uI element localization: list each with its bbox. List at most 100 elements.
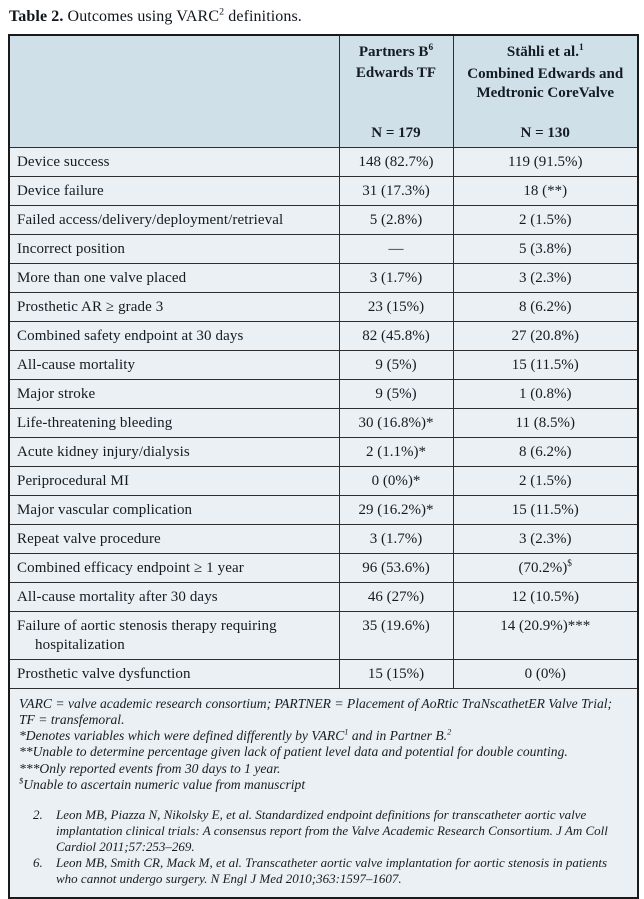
row-value-partners: 82 (45.8%): [338, 321, 454, 351]
row-value-stahli: 2 (1.5%): [452, 205, 639, 235]
row-value-stahli: 0 (0%): [452, 658, 639, 689]
row-value-partners: 3 (1.7%): [338, 263, 454, 293]
row-value-stahli: 15 (11.5%): [452, 495, 639, 525]
row-value-partners: 5 (2.8%): [338, 205, 454, 235]
row-value-stahli: 3 (2.3%): [452, 263, 639, 293]
footnote-line: ***Only reported events from 30 days to …: [19, 760, 281, 776]
table-row: Combined efficacy endpoint ≥ 1 year 96 (5…: [8, 553, 639, 583]
table-header: Partners B6 Edwards TF N = 179 Stähli et…: [8, 34, 639, 148]
row-value-stahli: 18 (**): [452, 176, 639, 206]
row-label: Major vascular complication: [8, 495, 340, 525]
header-col-stahli: Stähli et al.1 Combined Edwards and Medt…: [452, 34, 639, 148]
row-value-partners: 35 (19.6%): [338, 611, 454, 660]
header-stahli-device: Combined Edwards and Medtronic CoreValve: [467, 66, 624, 101]
footnote-line: *Denotes variables which were defined di…: [19, 726, 452, 744]
row-value-stahli: 11 (8.5%): [452, 408, 639, 438]
reference-number: 2.: [33, 807, 43, 823]
outcomes-rows: Device success 148 (82.7%) 119 (91.5%) Devi…: [8, 147, 639, 689]
row-value-stahli: 119 (91.5%): [452, 147, 639, 177]
row-value-partners: 15 (15%): [338, 658, 454, 689]
table-row: Failed access/delivery/deployment/retrie…: [8, 205, 639, 235]
header-row: Partners B6 Edwards TF N = 179 Stähli et…: [8, 34, 639, 148]
row-value-partners: —: [338, 234, 454, 264]
table-row: Major vascular complication 29 (16.2%)* 15…: [8, 495, 639, 525]
table-row: Device success 148 (82.7%) 119 (91.5%): [8, 147, 639, 177]
reference-item: 2. Leon MB, Piazza N, Nikolsky E, et al. …: [19, 807, 628, 855]
table-row: All-cause mortality after 30 days 46 (27%…: [8, 582, 639, 612]
row-label: Periprocedural MI: [8, 466, 340, 496]
row-value-partners: 9 (5%): [338, 350, 454, 380]
row-label: Device success: [8, 147, 340, 177]
row-value-stahli: (70.2%)$: [452, 553, 639, 583]
table-row: Combined safety endpoint at 30 days 82 (4…: [8, 321, 639, 351]
row-label: Failure of aortic stenosis therapy requi…: [8, 611, 340, 660]
row-value-stahli: 12 (10.5%): [452, 582, 639, 612]
reference-number: 6.: [33, 854, 43, 870]
row-value-stahli: 15 (11.5%): [452, 350, 639, 380]
row-label: Major stroke: [8, 379, 340, 409]
table-footer: VARC = valve academic research consortiu…: [8, 687, 639, 899]
row-value-partners: 23 (15%): [338, 292, 454, 322]
header-partners-n: N = 179: [371, 125, 421, 141]
footnotes: VARC = valve academic research consortiu…: [19, 696, 628, 794]
header-empty-cell: [8, 34, 340, 148]
row-value-partners: 2 (1.1%)*: [338, 437, 454, 467]
table-row: Failure of aortic stenosis therapy requi…: [8, 611, 639, 660]
row-label: Prosthetic AR ≥ grade 3: [8, 292, 340, 322]
reference-text: Leon MB, Piazza N, Nikolsky E, et al. St…: [56, 807, 608, 855]
table-row: Life-threatening bleeding 30 (16.8%)* 11 (…: [8, 408, 639, 438]
row-value-partners: 0 (0%)*: [338, 466, 454, 496]
header-partners-device: Edwards TF: [355, 65, 437, 81]
row-value-stahli: 1 (0.8%): [452, 379, 639, 409]
notes-cell: VARC = valve academic research consortiu…: [8, 687, 639, 899]
row-label: All-cause mortality: [8, 350, 340, 380]
row-label: Prosthetic valve dysfunction: [8, 658, 340, 689]
row-value-partners: 148 (82.7%): [338, 147, 454, 177]
table-number: Table 2.: [9, 8, 64, 25]
row-value-partners: 31 (17.3%): [338, 176, 454, 206]
row-value-stahli: 8 (6.2%): [452, 437, 639, 467]
row-label: More than one valve placed: [8, 263, 340, 293]
row-label: Life-threatening bleeding: [8, 408, 340, 438]
notes-row: VARC = valve academic research consortiu…: [8, 687, 639, 899]
row-label: Incorrect position: [8, 234, 340, 264]
row-value-partners: 3 (1.7%): [338, 524, 454, 554]
row-value-stahli: 2 (1.5%): [452, 466, 639, 496]
row-value-partners: 96 (53.6%): [338, 553, 454, 583]
references: 2. Leon MB, Piazza N, Nikolsky E, et al. …: [19, 807, 628, 886]
row-value-partners: 29 (16.2%)*: [338, 495, 454, 525]
table-title: Table 2. Outcomes using VARC2 definition…: [9, 7, 637, 26]
row-label: Acute kidney injury/dialysis: [8, 437, 340, 467]
row-label: All-cause mortality after 30 days: [8, 582, 340, 612]
footnote-line: $Unable to ascertain numeric value from …: [19, 775, 306, 793]
row-value-stahli: 14 (20.9%)***: [452, 611, 639, 660]
footnote-line: **Unable to determine percentage given l…: [19, 744, 568, 760]
row-label: Device failure: [8, 176, 340, 206]
table-row: Incorrect position —5 (3.8%): [8, 234, 639, 264]
outcomes-table: Partners B6 Edwards TF N = 179 Stähli et…: [8, 34, 639, 899]
table-row: Repeat valve procedure 3 (1.7%) 3 (2.3%): [8, 524, 639, 554]
header-partners-study: Partners B6: [358, 43, 434, 60]
footnote-line: VARC = valve academic research consortiu…: [19, 695, 613, 727]
row-value-partners: 30 (16.8%)*: [338, 408, 454, 438]
table-row: Device failure 31 (17.3%) 18 (**): [8, 176, 639, 206]
row-label: Failed access/delivery/deployment/retrie…: [8, 205, 340, 235]
row-value-partners: 46 (27%): [338, 582, 454, 612]
reference-text: Leon MB, Smith CR, Mack M, et al. Transc…: [56, 854, 608, 886]
row-label: Combined safety endpoint at 30 days: [8, 321, 340, 351]
table-row: Acute kidney injury/dialysis 2 (1.1%)* 8 (…: [8, 437, 639, 467]
table-row: Prosthetic valve dysfunction 15 (15%) 0 (0…: [8, 658, 639, 689]
header-stahli-study: Stähli et al.1: [506, 43, 584, 60]
row-value-partners: 9 (5%): [338, 379, 454, 409]
row-value-stahli: 5 (3.8%): [452, 234, 639, 264]
table-row: Periprocedural MI 0 (0%)* 2 (1.5%): [8, 466, 639, 496]
reference-item: 6. Leon MB, Smith CR, Mack M, et al. Tran…: [19, 855, 628, 887]
header-stahli-n: N = 130: [520, 125, 570, 141]
table-row: Prosthetic AR ≥ grade 3 23 (15%) 8 (6.2%): [8, 292, 639, 322]
row-value-stahli: 27 (20.8%): [452, 321, 639, 351]
row-label: Combined efficacy endpoint ≥ 1 year: [8, 553, 340, 583]
table-row: All-cause mortality 9 (5%) 15 (11.5%): [8, 350, 639, 380]
row-value-stahli: 3 (2.3%): [452, 524, 639, 554]
header-col-partners: Partners B6 Edwards TF N = 179: [338, 34, 454, 148]
